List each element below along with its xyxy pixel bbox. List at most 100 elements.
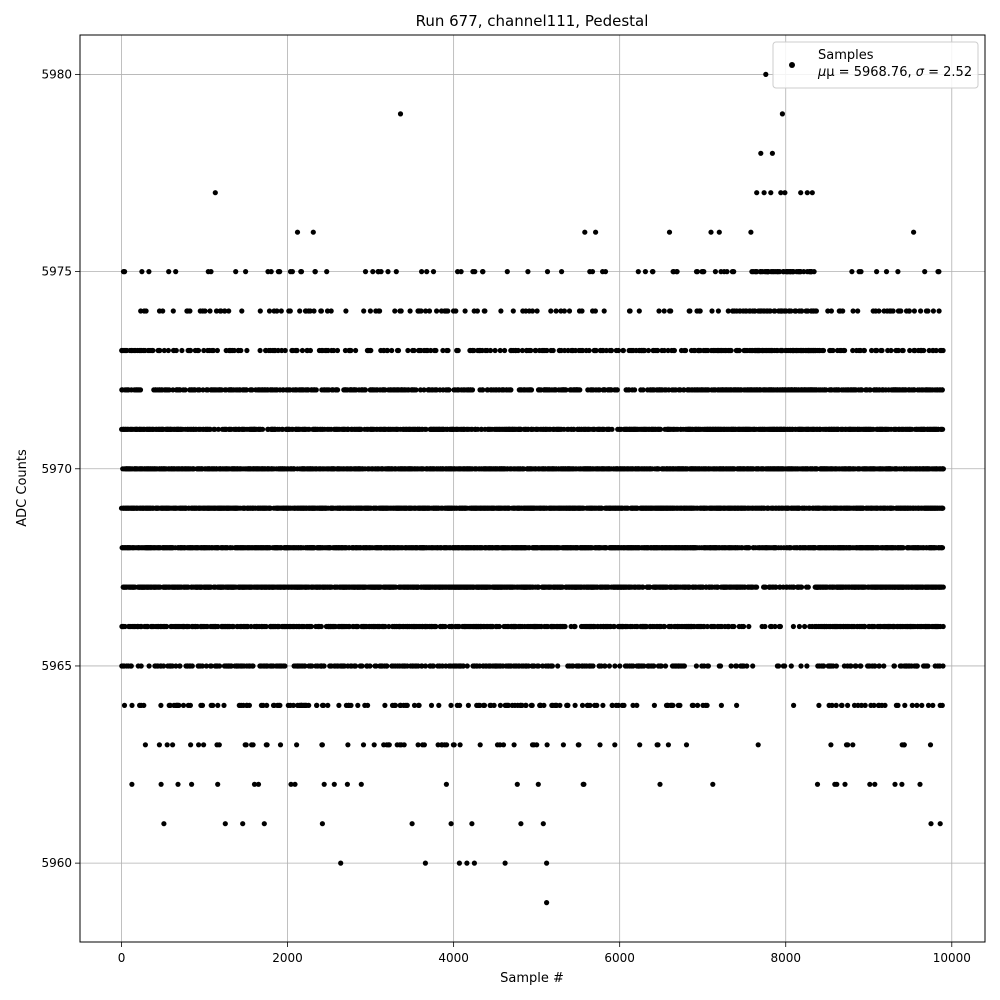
data-point (307, 347, 313, 354)
data-point (401, 742, 407, 748)
data-point (445, 347, 451, 354)
data-point (392, 702, 398, 709)
data-point (348, 347, 354, 354)
data-point (480, 269, 486, 275)
data-point (188, 742, 194, 748)
data-point (243, 387, 250, 393)
data-point (239, 308, 245, 314)
data-point (502, 347, 508, 354)
data-point (651, 702, 658, 709)
data-point (415, 742, 421, 748)
data-point (250, 663, 256, 669)
data-point (562, 623, 568, 630)
data-point (637, 742, 643, 748)
data-point (260, 426, 266, 432)
data-point (321, 663, 327, 669)
data-point (208, 269, 214, 275)
data-point (214, 347, 220, 354)
data-point (608, 347, 615, 354)
data-point (426, 308, 433, 314)
data-point (160, 308, 166, 314)
data-point (378, 269, 384, 275)
data-point (566, 308, 573, 314)
data-point (395, 347, 402, 354)
data-point (553, 308, 559, 314)
data-point (156, 742, 162, 748)
data-point (548, 308, 554, 314)
data-point (550, 347, 556, 354)
data-point (313, 387, 319, 393)
data-point (448, 702, 454, 709)
data-point (572, 623, 578, 630)
data-point (324, 269, 330, 275)
data-point (203, 663, 209, 669)
data-point (128, 663, 134, 669)
data-point (592, 308, 599, 314)
data-point (424, 269, 430, 275)
data-point (589, 269, 596, 275)
data-point (335, 387, 341, 393)
data-point (158, 702, 164, 709)
data-point (443, 781, 449, 787)
data-point (150, 347, 156, 354)
data-point (404, 702, 410, 709)
data-point (217, 663, 223, 669)
data-point (292, 781, 298, 787)
data-point (377, 308, 383, 314)
data-point (418, 308, 424, 314)
data-point (362, 387, 368, 393)
data-point (634, 702, 640, 709)
data-point (122, 269, 128, 275)
data-point (122, 623, 128, 630)
data-point (129, 702, 135, 709)
data-point (179, 347, 185, 354)
data-point (636, 308, 642, 314)
data-point (345, 742, 351, 748)
data-point (367, 663, 373, 669)
data-point (444, 742, 450, 748)
data-point (655, 742, 661, 748)
data-point (587, 702, 593, 709)
data-point (164, 742, 170, 748)
data-point (189, 663, 195, 669)
data-point (146, 269, 152, 275)
data-point (264, 742, 270, 748)
data-point (249, 387, 255, 393)
data-point (231, 347, 237, 354)
data-point (600, 702, 606, 709)
data-point (620, 347, 627, 354)
data-point (555, 663, 561, 669)
data-point (215, 702, 221, 709)
data-point (166, 269, 172, 275)
data-point (173, 269, 179, 275)
data-point (606, 663, 613, 669)
data-point (312, 269, 318, 275)
data-point (371, 742, 377, 748)
data-point (365, 702, 371, 709)
data-point (457, 742, 463, 748)
data-point (581, 781, 587, 787)
data-point (158, 781, 164, 787)
data-point (195, 347, 202, 354)
data-point (529, 308, 536, 314)
data-point (632, 387, 638, 393)
data-point (544, 269, 551, 275)
data-point (579, 308, 585, 314)
data-point (336, 702, 342, 709)
data-point (226, 308, 232, 314)
data-point (173, 347, 179, 354)
data-point (421, 742, 427, 748)
data-point (560, 742, 567, 748)
data-point (511, 742, 517, 748)
data-point (615, 347, 622, 354)
data-point (393, 269, 399, 275)
data-point (650, 269, 656, 275)
data-point (208, 663, 214, 669)
data-point (189, 781, 195, 787)
data-point (290, 702, 296, 709)
data-point (612, 742, 618, 748)
data-point (165, 347, 171, 354)
data-point (142, 742, 148, 748)
data-point (137, 387, 144, 393)
data-point (384, 663, 390, 669)
